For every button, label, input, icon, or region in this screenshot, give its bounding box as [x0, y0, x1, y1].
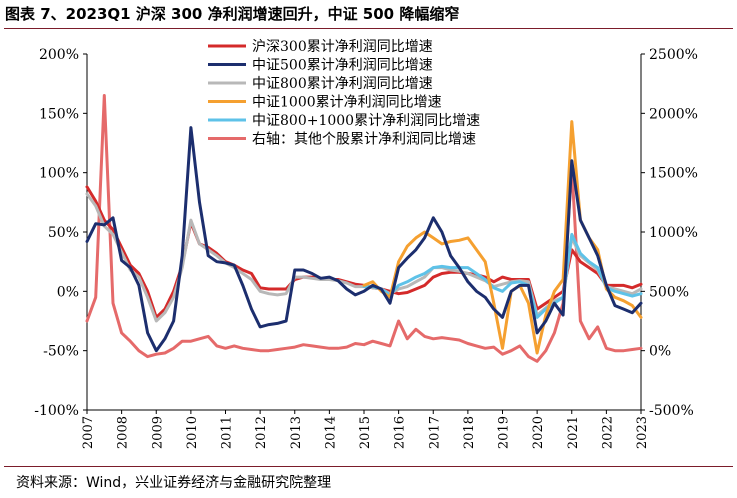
- x-tick-label: 2016: [393, 416, 408, 449]
- x-tick-label: 2011: [220, 416, 235, 449]
- legend-label: 中证500累计净利润同比增速: [252, 58, 433, 74]
- left-tick-label: 50%: [48, 225, 79, 241]
- right-tick-label: 500%: [649, 284, 689, 300]
- right-tick-label: 1000%: [649, 225, 698, 241]
- x-tick-label: 2009: [150, 416, 165, 449]
- x-tick-label: 2015: [358, 416, 373, 449]
- title-rule: [4, 28, 733, 29]
- series-line-1: [85, 126, 643, 353]
- legend-label: 右轴：其他个股累计净利润同比增速: [252, 132, 476, 148]
- series-line-3: [362, 120, 643, 355]
- legend-label: 中证800+1000累计净利润同比增速: [252, 113, 480, 129]
- x-tick-label: 2021: [566, 416, 581, 449]
- legend-label: 中证800累计净利润同比增速: [252, 76, 433, 92]
- right-tick-label: 2000%: [649, 106, 698, 122]
- left-tick-label: 150%: [39, 106, 79, 122]
- x-tick-label: 2019: [497, 416, 512, 449]
- x-tick-label: 2022: [600, 416, 615, 449]
- right-tick-label: -500%: [649, 403, 694, 419]
- page-title: 图表 7、2023Q1 沪深 300 净利润增速回升，中证 500 降幅缩窄: [5, 5, 460, 23]
- legend-label: 沪深300累计净利润同比增速: [252, 39, 433, 55]
- chart-axes: 200% 150% 100% 50% 0% -50% -100% 2500% 2000% 1500…: [34, 47, 698, 449]
- series-line-4: [362, 232, 643, 319]
- x-tick-label: 2010: [185, 416, 200, 449]
- x-tick-label: 2018: [462, 416, 477, 449]
- x-tick-label: 2023: [635, 416, 650, 449]
- right-tick-label: 2500%: [649, 47, 698, 63]
- x-tick-label: 2020: [531, 416, 546, 449]
- source-rule: [4, 466, 733, 467]
- x-tick-label: 2008: [116, 416, 131, 449]
- series-line-5: [85, 94, 643, 363]
- source-note: 资料来源：Wind，兴业证券经济与金融研究院整理: [16, 475, 332, 491]
- left-tick-label: -100%: [34, 403, 79, 419]
- legend-label: 中证1000累计净利润同比增速: [252, 95, 442, 111]
- left-tick-label: 0%: [57, 284, 79, 300]
- left-tick-label: -50%: [43, 344, 79, 360]
- chart-series: [85, 94, 643, 363]
- x-tick-label: 2013: [289, 416, 304, 449]
- left-tick-label: 200%: [39, 47, 79, 63]
- x-tick-label: 2014: [323, 416, 338, 449]
- left-tick-label: 100%: [39, 166, 79, 182]
- right-tick-label: 1500%: [649, 166, 698, 182]
- chart-legend: 沪深300累计净利润同比增速中证500累计净利润同比增速中证800累计净利润同比…: [208, 39, 480, 148]
- x-tick-label: 2007: [81, 416, 96, 449]
- x-tick-label: 2012: [254, 416, 269, 449]
- x-tick-label: 2017: [427, 416, 442, 449]
- right-tick-label: 0%: [649, 344, 671, 360]
